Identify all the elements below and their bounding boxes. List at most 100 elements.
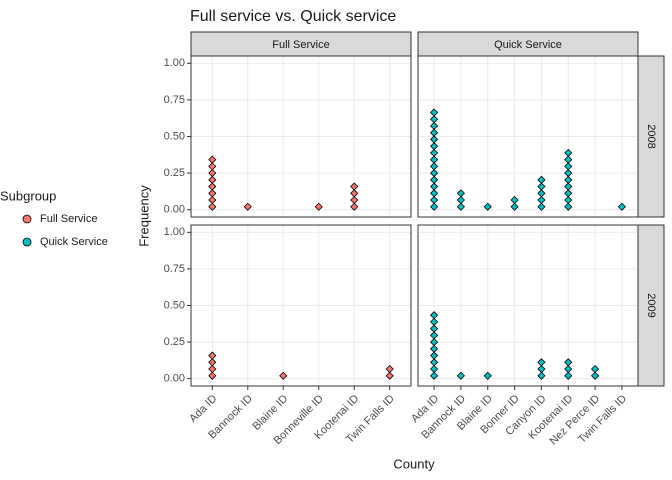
dot xyxy=(208,195,217,205)
dot xyxy=(243,202,252,211)
dot xyxy=(430,155,439,164)
dot xyxy=(208,169,217,178)
dot xyxy=(564,189,573,198)
dot xyxy=(430,128,439,137)
dot xyxy=(430,169,439,178)
strip-label: Full Service xyxy=(272,39,329,51)
dot xyxy=(430,189,439,198)
dot xyxy=(564,169,573,178)
strip xyxy=(190,31,412,57)
strip-label: Quick Service xyxy=(494,39,562,51)
dot xyxy=(456,371,465,380)
strip xyxy=(417,31,639,57)
dot xyxy=(430,371,439,380)
dot xyxy=(430,317,439,326)
dot xyxy=(564,364,573,374)
dot xyxy=(564,358,573,367)
y-tick-label: 0.75 xyxy=(164,94,185,106)
dot xyxy=(279,371,288,380)
dot xyxy=(430,202,439,211)
dot xyxy=(430,182,439,191)
dot xyxy=(430,311,439,320)
dot xyxy=(564,162,573,171)
dot xyxy=(456,189,465,198)
y-tick-label: 0.00 xyxy=(164,373,185,385)
dot xyxy=(510,202,519,211)
dot xyxy=(564,202,573,211)
y-axis-title: Frequency xyxy=(136,185,151,247)
legend-label: Quick Service xyxy=(40,236,108,248)
legend-label: Full Service xyxy=(40,213,97,225)
legend-title: Subgroup xyxy=(0,188,56,203)
dot xyxy=(564,155,573,164)
dot xyxy=(430,351,439,360)
strip-label: 2008 xyxy=(645,124,657,148)
dot xyxy=(537,175,546,184)
dot xyxy=(430,344,439,353)
legend-key xyxy=(22,214,32,224)
dot xyxy=(208,175,217,184)
dot xyxy=(483,202,492,211)
y-tick-label: 0.25 xyxy=(164,167,185,179)
dot xyxy=(430,364,439,374)
dot xyxy=(350,182,359,191)
dot xyxy=(430,115,439,124)
dot xyxy=(430,148,439,157)
dot xyxy=(591,364,600,374)
dot xyxy=(483,371,492,380)
chart-title: Full service vs. Quick service xyxy=(190,8,396,25)
dot xyxy=(208,189,217,198)
y-tick-label: 0.50 xyxy=(164,299,185,311)
dot xyxy=(430,338,439,347)
dot xyxy=(537,364,546,374)
dot xyxy=(430,195,439,205)
dot xyxy=(208,371,217,380)
legend-key xyxy=(22,237,32,247)
dot xyxy=(208,364,217,374)
y-tick-label: 1.00 xyxy=(164,226,185,238)
x-tick-label: Ada ID xyxy=(187,393,219,425)
y-tick-label: 1.00 xyxy=(164,57,185,69)
dot xyxy=(208,358,217,367)
dot xyxy=(537,189,546,198)
dot xyxy=(456,195,465,205)
dot xyxy=(385,364,394,374)
dot xyxy=(430,108,439,117)
dot xyxy=(208,202,217,211)
dot xyxy=(430,162,439,171)
y-tick-label: 0.75 xyxy=(164,263,185,275)
dot xyxy=(537,195,546,205)
dot xyxy=(430,135,439,144)
dot xyxy=(430,142,439,151)
strip xyxy=(637,55,665,218)
dot xyxy=(564,148,573,157)
dot xyxy=(430,175,439,184)
dot xyxy=(564,175,573,184)
dot xyxy=(537,358,546,367)
dot xyxy=(350,189,359,198)
dot xyxy=(430,358,439,367)
dot xyxy=(537,371,546,380)
dot xyxy=(208,155,217,164)
dot xyxy=(456,202,465,211)
dot xyxy=(350,195,359,205)
dot xyxy=(591,371,600,380)
dot xyxy=(537,202,546,211)
x-axis-title: County xyxy=(393,456,435,471)
dot xyxy=(350,202,359,211)
dot xyxy=(510,195,519,205)
dot xyxy=(537,182,546,191)
dot xyxy=(430,324,439,333)
y-tick-label: 0.00 xyxy=(164,204,185,216)
dot xyxy=(430,121,439,131)
dot xyxy=(208,351,217,360)
y-tick-label: 0.25 xyxy=(164,336,185,348)
y-tick-label: 0.50 xyxy=(164,130,185,142)
dot xyxy=(564,182,573,191)
dot xyxy=(314,202,323,211)
strip-label: 2009 xyxy=(645,293,657,317)
dot xyxy=(617,202,626,211)
dot xyxy=(208,182,217,191)
dot xyxy=(385,371,394,380)
